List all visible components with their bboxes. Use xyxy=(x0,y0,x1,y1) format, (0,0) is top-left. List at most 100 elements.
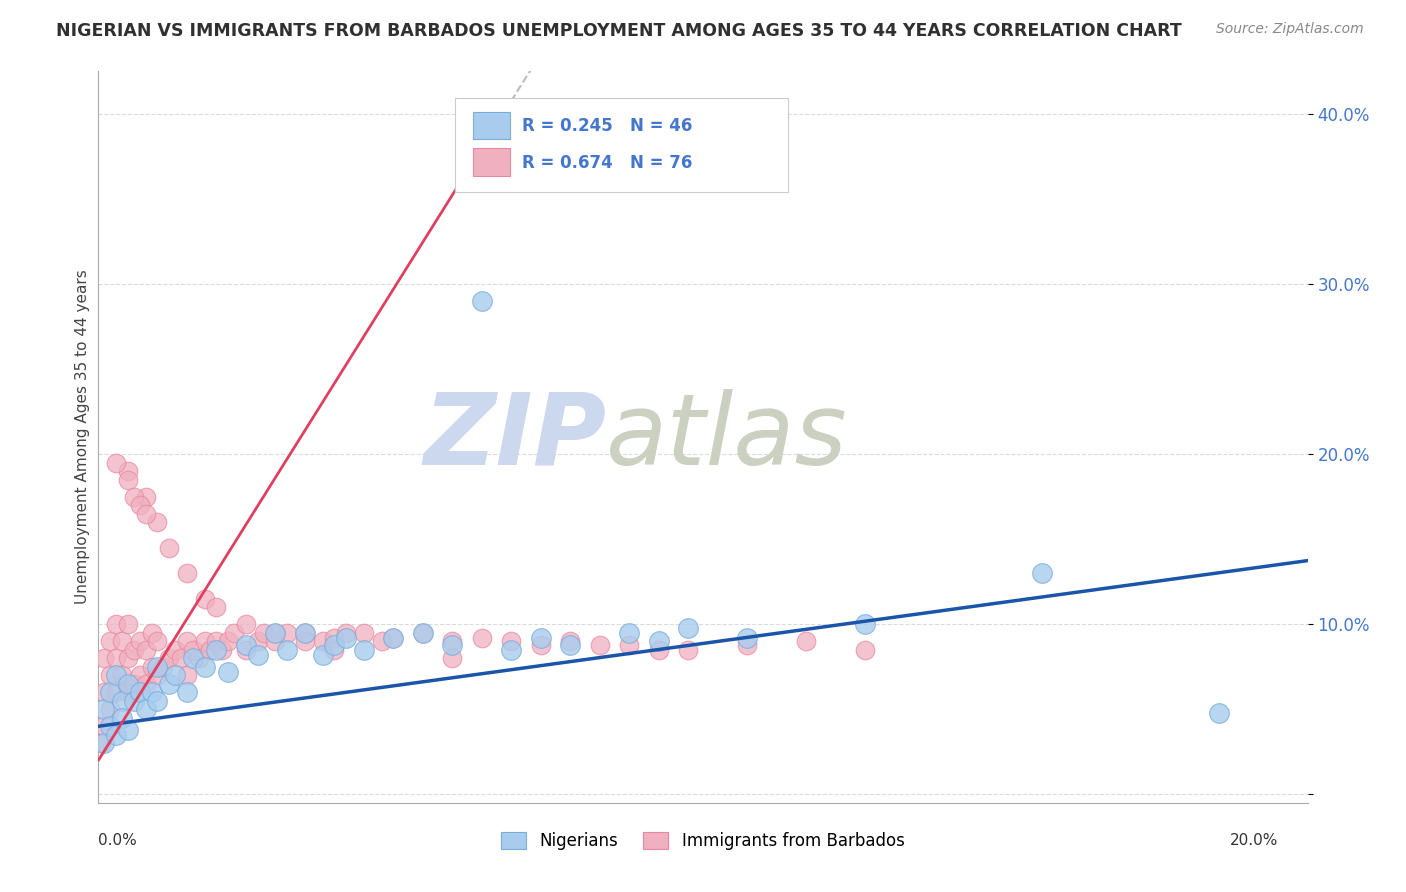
Point xyxy=(135,702,157,716)
Point xyxy=(648,634,671,648)
Point xyxy=(794,634,817,648)
Point xyxy=(117,723,139,737)
Text: NIGERIAN VS IMMIGRANTS FROM BARBADOS UNEMPLOYMENT AMONG AGES 35 TO 44 YEARS CORR: NIGERIAN VS IMMIGRANTS FROM BARBADOS UNE… xyxy=(56,22,1182,40)
Point xyxy=(323,631,346,645)
Point xyxy=(441,638,464,652)
Point xyxy=(412,625,434,640)
Point xyxy=(530,631,553,645)
Point xyxy=(246,648,269,662)
Point xyxy=(382,631,405,645)
Point xyxy=(176,685,198,699)
Point xyxy=(382,631,405,645)
Point xyxy=(157,651,180,665)
Point xyxy=(735,631,758,645)
Point xyxy=(441,651,464,665)
Point xyxy=(335,631,357,645)
Text: R = 0.674   N = 76: R = 0.674 N = 76 xyxy=(522,153,692,172)
Point xyxy=(135,642,157,657)
Bar xyxy=(474,148,509,176)
Legend: Nigerians, Immigrants from Barbados: Nigerians, Immigrants from Barbados xyxy=(495,825,911,856)
Point xyxy=(235,642,257,657)
Point xyxy=(335,625,357,640)
Point xyxy=(111,711,134,725)
Text: atlas: atlas xyxy=(606,389,848,485)
Text: R = 0.245   N = 46: R = 0.245 N = 46 xyxy=(522,117,692,136)
Point xyxy=(194,659,217,673)
Point xyxy=(187,651,209,665)
Point xyxy=(560,634,582,648)
Point xyxy=(152,659,174,673)
Point xyxy=(530,638,553,652)
Point xyxy=(98,685,121,699)
Point xyxy=(165,642,187,657)
Point xyxy=(181,651,204,665)
Point xyxy=(93,719,115,733)
Point xyxy=(157,541,180,555)
Text: 20.0%: 20.0% xyxy=(1230,833,1278,848)
Point xyxy=(90,736,112,750)
Point xyxy=(264,625,287,640)
Point xyxy=(589,638,612,652)
Point xyxy=(1208,706,1230,720)
Point xyxy=(235,617,257,632)
Point xyxy=(200,642,222,657)
Point xyxy=(353,642,375,657)
Point xyxy=(93,651,115,665)
Point xyxy=(157,677,180,691)
Point xyxy=(117,677,139,691)
Point xyxy=(122,694,145,708)
Point xyxy=(93,685,115,699)
Point xyxy=(141,625,163,640)
Point xyxy=(98,719,121,733)
Point xyxy=(194,591,217,606)
Point xyxy=(128,685,150,699)
Text: Source: ZipAtlas.com: Source: ZipAtlas.com xyxy=(1216,22,1364,37)
Point xyxy=(122,677,145,691)
Point xyxy=(311,634,333,648)
Point xyxy=(471,132,494,146)
Point xyxy=(122,642,145,657)
Point xyxy=(146,634,169,648)
Point xyxy=(128,498,150,512)
Point xyxy=(205,634,228,648)
Point xyxy=(412,625,434,640)
Point xyxy=(501,634,523,648)
Point xyxy=(853,642,876,657)
Point xyxy=(141,685,163,699)
Point xyxy=(111,634,134,648)
Point xyxy=(98,634,121,648)
Point xyxy=(93,736,115,750)
Point xyxy=(294,625,316,640)
Point xyxy=(111,668,134,682)
Point xyxy=(294,634,316,648)
Point xyxy=(276,642,298,657)
Point xyxy=(323,642,346,657)
Point xyxy=(471,631,494,645)
Point xyxy=(117,651,139,665)
Point xyxy=(117,617,139,632)
Point xyxy=(117,464,139,478)
Point xyxy=(105,668,128,682)
Point xyxy=(111,694,134,708)
Point xyxy=(176,668,198,682)
Point xyxy=(146,668,169,682)
Point xyxy=(170,651,193,665)
Point xyxy=(619,638,641,652)
Point xyxy=(128,634,150,648)
Point xyxy=(146,694,169,708)
Point xyxy=(122,490,145,504)
Point xyxy=(853,617,876,632)
Point xyxy=(222,625,245,640)
Point xyxy=(217,634,239,648)
Point xyxy=(117,473,139,487)
Bar xyxy=(474,112,509,139)
Point xyxy=(235,638,257,652)
Point xyxy=(560,638,582,652)
Point xyxy=(217,665,239,679)
Point xyxy=(105,728,128,742)
Point xyxy=(105,456,128,470)
FancyBboxPatch shape xyxy=(456,98,787,192)
Point xyxy=(471,293,494,308)
Point xyxy=(105,685,128,699)
Point xyxy=(194,634,217,648)
